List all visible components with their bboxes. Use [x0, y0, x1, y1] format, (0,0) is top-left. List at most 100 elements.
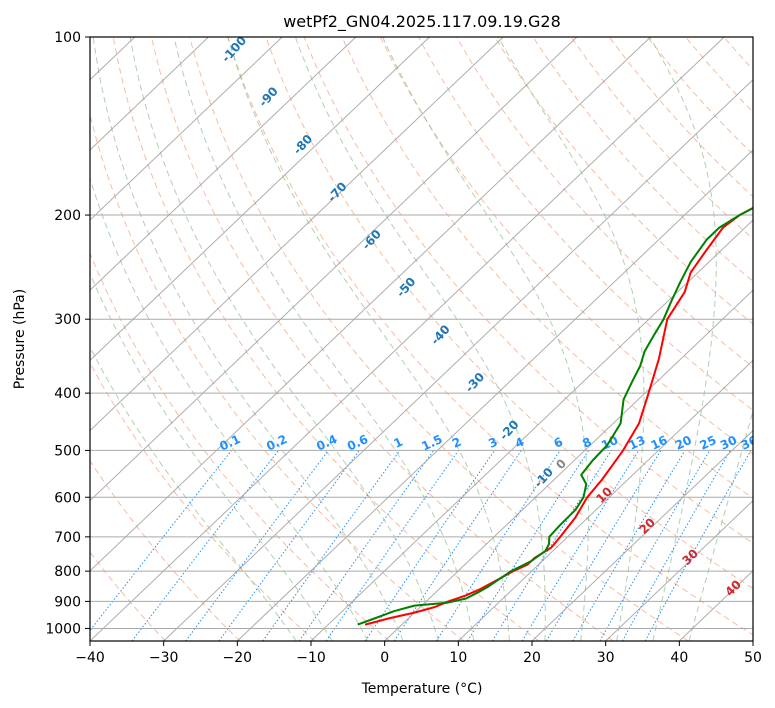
y-tick-label: 200 [54, 208, 81, 224]
dry-adiabat-label: -80 [290, 132, 315, 157]
isotherm-line [90, 37, 504, 432]
reference-lines [0, 37, 753, 641]
sounding-profiles [357, 206, 753, 626]
isotherm-line [90, 37, 209, 151]
isotherm-line [90, 37, 430, 362]
dry-adiabat-line [112, 37, 540, 641]
dry-adiabat-label: -60 [359, 227, 384, 252]
y-tick-label: 600 [54, 490, 81, 506]
mixing-ratio-label: 8 [580, 435, 593, 451]
moist-adiabat-line [90, 176, 369, 641]
moist-adiabat-line [129, 37, 439, 641]
mixing-ratio-line [90, 450, 232, 632]
dry-adiabat-line [456, 37, 753, 368]
isotherm-line [90, 37, 578, 502]
y-tick-label: 500 [54, 443, 81, 459]
moist-adiabat-line [688, 409, 753, 641]
isotherm-line [0, 37, 61, 641]
dry-adiabat-line [303, 37, 753, 544]
dry-adiabat-line [189, 37, 689, 641]
y-tick-label: 100 [54, 30, 81, 46]
mixing-ratio-line [599, 450, 711, 641]
mixing-ratio-label: 4 [513, 435, 526, 451]
mixing-ratio-line [185, 450, 329, 641]
moist-adiabat-line [227, 37, 510, 641]
dry-adiabat-line [723, 37, 753, 71]
mixing-ratio-line [298, 450, 435, 641]
x-axis-title: Temperature (°C) [361, 681, 483, 697]
y-tick-label: 400 [54, 386, 81, 402]
moist-adiabat-line [90, 345, 297, 641]
x-axis: −40 −30 −20 −10 0 10 20 30 40 50 [75, 641, 762, 666]
isotherm-line [236, 149, 753, 641]
isotherm-line [457, 359, 753, 641]
moist-adiabat-label: 30 [679, 546, 701, 568]
mixing-ratio-label: 6 [552, 435, 565, 451]
moist-adiabat-line [90, 272, 333, 641]
mixing-ratio-label: 1 [391, 435, 404, 451]
x-tick-label: −30 [149, 650, 179, 666]
x-tick-label: −10 [296, 650, 326, 666]
mixing-ratio-line [262, 450, 401, 641]
isotherm-line [90, 37, 651, 572]
x-tick-label: 50 [744, 650, 762, 666]
y-axis: 100 200 300 400 500 600 700 800 900 1000 [45, 30, 90, 637]
x-tick-label: 30 [597, 650, 615, 666]
dry-adiabat-line [227, 37, 753, 636]
dry-adiabat-line [532, 37, 753, 282]
mixing-ratio-label: 20 [673, 433, 694, 453]
y-tick-label: 800 [54, 564, 81, 580]
y-tick-label: 300 [54, 312, 81, 328]
dry-adiabat-label: -100 [219, 33, 249, 65]
x-tick-label: −20 [223, 650, 253, 666]
mixing-ratio-line [644, 450, 752, 641]
temperature-profile-line [364, 206, 753, 626]
mixing-ratio-label: 16 [649, 433, 670, 453]
moist-adiabat-line [497, 37, 645, 641]
chart-title: wetPf2_GN04.2025.117.09.19.G28 [283, 12, 561, 32]
mixing-ratio-line [521, 450, 640, 641]
dry-adiabat-line [90, 361, 316, 641]
dry-adiabat-line [265, 37, 753, 590]
isotherm-line [531, 429, 753, 641]
y-tick-label: 1000 [45, 621, 81, 637]
x-tick-label: 40 [670, 650, 688, 666]
mixing-ratio-line [621, 450, 731, 641]
moist-adiabat-line [294, 37, 546, 641]
isotherm-line [90, 37, 725, 641]
moist-adiabat-line [92, 37, 404, 641]
y-tick-label: 900 [54, 594, 81, 610]
dry-adiabat-line [341, 37, 753, 499]
mixing-ratio-line [325, 450, 459, 641]
dry-adiabat-line [647, 37, 753, 156]
mixing-ratio-label: 36 [739, 433, 760, 453]
mixing-ratio-line [467, 450, 590, 641]
mixing-ratio-line [218, 450, 360, 641]
dry-adiabat-label: -90 [256, 84, 281, 109]
dry-adiabat-label: -10 [531, 465, 556, 490]
isotherm-line [310, 219, 753, 641]
dry-adiabat-line [685, 37, 753, 113]
x-tick-label: 10 [449, 650, 467, 666]
y-axis-title: Pressure (hPa) [12, 289, 28, 389]
isotherm-line [90, 37, 283, 221]
plot-frame [89, 36, 754, 642]
isotherm-line [605, 499, 753, 641]
isotherm-line [163, 79, 753, 641]
mixing-ratio-label: 25 [698, 433, 719, 453]
isotherm-line [90, 37, 357, 291]
mixing-ratio-line [545, 450, 662, 641]
y-tick-label: 700 [54, 530, 81, 546]
dry-adiabat-label: -40 [428, 322, 453, 347]
dry-adiabat-line [418, 37, 753, 411]
reference-line-labels: -100-90-80-70-60-50-40-30-20-10010203040… [217, 33, 760, 599]
x-tick-label: −40 [75, 650, 105, 666]
mixing-ratio-line [364, 450, 496, 641]
dry-adiabat-line [494, 37, 753, 325]
dry-adiabat-line [90, 112, 465, 641]
mixing-ratio-line [435, 450, 561, 641]
mixing-ratio-label: 30 [718, 433, 739, 453]
dry-adiabat-line [90, 252, 390, 641]
x-tick-label: 20 [523, 650, 541, 666]
